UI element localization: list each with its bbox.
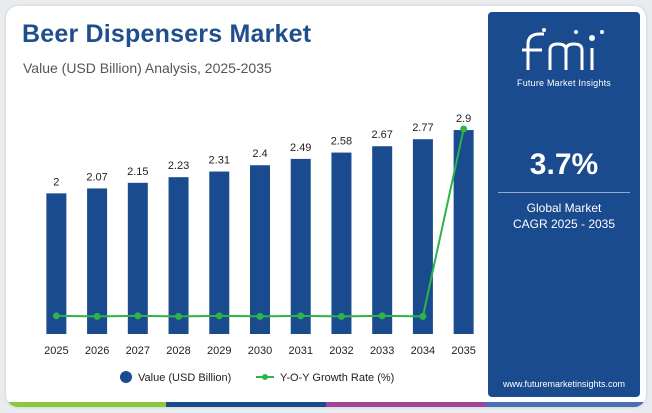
- x-tick-2032: 2032: [329, 345, 353, 357]
- data-label-2028: 2.23: [168, 160, 189, 172]
- x-tick-2025: 2025: [44, 345, 68, 357]
- growth-point-2033: [378, 312, 386, 320]
- growth-point-2032: [337, 312, 345, 320]
- chart-card: Beer Dispensers Market Value (USD Billio…: [6, 6, 646, 407]
- cagr-label-line2: CAGR 2025 - 2035: [512, 217, 616, 231]
- x-tick-2031: 2031: [288, 345, 312, 357]
- bar-line-chart: 2 2.07 2.15 2.23 2.312.42.492.582.672.772.9 …: [44, 113, 476, 384]
- data-label-2035: 2.9: [456, 113, 471, 125]
- data-label-2034: 2.77: [412, 122, 433, 134]
- growth-point-2026: [93, 312, 101, 320]
- x-tick-2028: 2028: [166, 345, 190, 357]
- x-tick-2030: 2030: [248, 345, 272, 357]
- x-tick-2029: 2029: [207, 345, 231, 357]
- x-tick-2034: 2034: [411, 345, 435, 357]
- bottom-strip-segment: [166, 402, 326, 407]
- x-tick-2026: 2026: [85, 345, 109, 357]
- bar-2027: [127, 182, 148, 334]
- legend-line-label: Y-O-Y Growth Rate (%): [280, 372, 394, 384]
- bar-2030: [250, 165, 270, 334]
- legend-bar-marker: [120, 371, 132, 383]
- website-url[interactable]: www.futuremarketinsights.com: [502, 379, 626, 389]
- sidebar-panel: Future Market Insights 3.7% Global Marke…: [488, 12, 640, 397]
- bar-2034: [412, 139, 433, 334]
- growth-point-2025: [52, 312, 60, 320]
- fmi-logo: Future Market Insights: [488, 20, 640, 90]
- bar-2031: [290, 158, 311, 334]
- bottom-strip-segment: [486, 402, 646, 407]
- growth-point-2035: [460, 125, 468, 133]
- cagr-label-line1: Global Market: [526, 201, 602, 215]
- legend-bar-label: Value (USD Billion): [138, 372, 231, 384]
- bar-2035: [453, 130, 474, 334]
- bar-2032: [331, 152, 352, 334]
- growth-point-2030: [256, 312, 264, 320]
- x-tick-2027: 2027: [126, 345, 150, 357]
- data-label-2033: 2.67: [371, 129, 392, 141]
- data-label-2025: 2: [53, 176, 59, 188]
- legend-line-dot: [262, 374, 268, 380]
- growth-point-2027: [134, 312, 142, 320]
- bar-2029: [209, 171, 230, 334]
- bar-2025: [46, 193, 67, 334]
- data-label-2031: 2.49: [290, 142, 311, 154]
- data-label-2027: 2.15: [127, 166, 148, 178]
- x-tick-2035: 2035: [451, 345, 475, 357]
- cagr-label: Global Market CAGR 2025 - 2035: [488, 200, 640, 232]
- cagr-value: 3.7%: [529, 148, 599, 181]
- data-label-2029: 2.31: [209, 155, 230, 167]
- bottom-strip-segment: [326, 402, 486, 407]
- growth-point-2029: [215, 312, 223, 320]
- bar-2026: [87, 188, 108, 334]
- logo-text: Future Market Insights: [517, 78, 611, 88]
- data-label-2032: 2.58: [331, 136, 352, 148]
- bar-2028: [168, 177, 189, 334]
- bottom-strip-segment: [6, 402, 166, 407]
- fmi-logo-icon: [522, 28, 604, 70]
- growth-point-2031: [297, 312, 305, 320]
- growth-point-2028: [175, 312, 183, 320]
- growth-point-2034: [419, 312, 427, 320]
- sidebar-divider: [498, 192, 630, 193]
- data-label-2026: 2.07: [86, 171, 107, 183]
- chart-subtitle: Value (USD Billion) Analysis, 2025-2035: [23, 60, 272, 76]
- bottom-color-strip: [6, 402, 646, 407]
- x-tick-2033: 2033: [370, 345, 394, 357]
- bar-2033: [372, 146, 393, 334]
- data-label-2030: 2.4: [252, 148, 267, 160]
- chart-title: Beer Dispensers Market: [22, 20, 312, 48]
